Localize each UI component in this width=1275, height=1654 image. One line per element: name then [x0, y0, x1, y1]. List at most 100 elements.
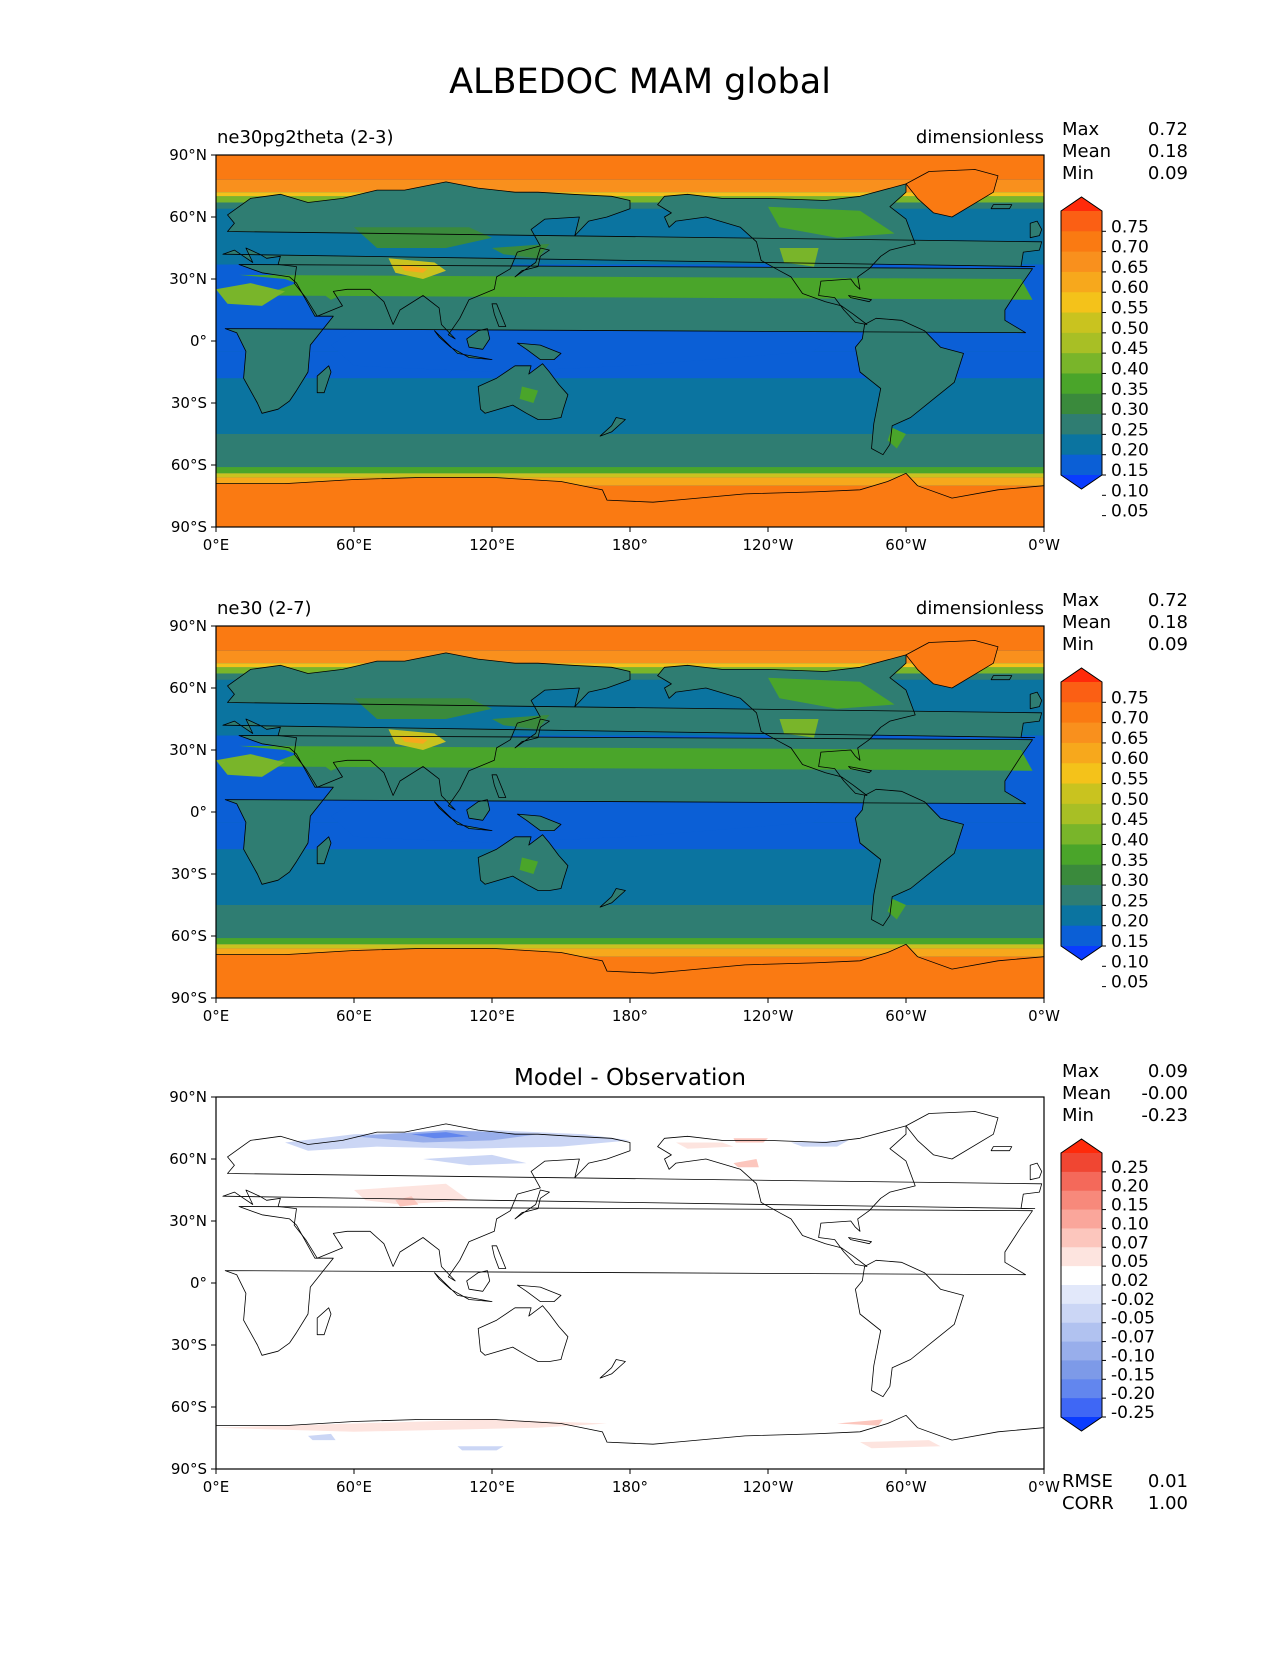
colorbar-segment [1061, 702, 1102, 724]
colorbar-extend-top [1061, 1139, 1102, 1153]
colorbar-tick-label: 0.15 [1111, 1196, 1149, 1216]
coastline-cuba [848, 1237, 872, 1245]
coastline-antarctica [216, 472, 1044, 503]
colorbar-tick-label: 0.10 [1111, 1214, 1149, 1234]
y-tick-label: 30°N [169, 270, 207, 288]
x-tick-label: 0°W [1028, 536, 1060, 554]
colorbar-segment [1061, 1266, 1102, 1286]
y-tick-label: 60°N [169, 1150, 207, 1168]
stat-label: Max [1062, 119, 1100, 140]
stat-value: 1.00 [1148, 1493, 1188, 1514]
stat-value: 0.72 [1148, 119, 1188, 140]
map-panel-3: 0°E 60°E 120°E 180° 120°W 60°W 0°W 90°N 60°N 30°N… [169, 1061, 1188, 1514]
coastline-cuba [848, 295, 872, 303]
x-tick-label: 60°E [336, 536, 372, 554]
coastline-philippines [491, 774, 507, 798]
diff-patch [791, 1140, 849, 1147]
colorbar-segment [1061, 1398, 1102, 1418]
colorbar-segment [1061, 864, 1102, 886]
zonal-band [216, 477, 1044, 486]
colorbar-tick-label: 0.50 [1111, 790, 1149, 810]
colorbar-tick-label: 0.50 [1111, 319, 1149, 339]
land-albedo-patch [519, 857, 538, 874]
land-albedo-patch [239, 274, 1033, 300]
map-field [216, 155, 1044, 527]
y-tick-label: 30°N [169, 1212, 207, 1230]
stat-label: Min [1062, 163, 1094, 184]
panel-right-title: dimensionless [916, 598, 1044, 619]
coastline-eurasia [222, 181, 1043, 340]
x-tick-label: 60°E [336, 1007, 372, 1025]
land-uk [1030, 692, 1042, 709]
stat-value: -0.23 [1141, 1105, 1188, 1126]
coastline-madagascar [316, 836, 332, 865]
x-tick-label: 120°E [469, 536, 515, 554]
diff-patch [837, 1419, 883, 1426]
coastline-namerica [657, 654, 916, 796]
zonal-band [216, 948, 1044, 957]
land-borneo [466, 799, 490, 821]
colorbar-tick-label: 0.30 [1111, 400, 1149, 420]
land-albedo-patch [239, 745, 1033, 771]
coastline-greenland [905, 169, 999, 218]
zonal-band [216, 192, 1044, 197]
coastline-indonesia [434, 801, 493, 831]
land-newguinea [517, 814, 561, 831]
colorbar-segment [1061, 332, 1102, 354]
colorbar-tick-label: 0.60 [1111, 278, 1149, 298]
colorbar-tick-label: -0.02 [1111, 1290, 1155, 1310]
diff-patch [423, 1154, 527, 1166]
land-albedo-patch [768, 677, 895, 709]
stat-label: Mean [1062, 1083, 1111, 1104]
stat-value: 0.01 [1148, 1471, 1188, 1492]
coastline-newguinea [516, 342, 562, 361]
colorbar-segment [1061, 373, 1102, 395]
colorbar-extend-bottom [1061, 946, 1102, 960]
y-tick-label: 0° [190, 803, 207, 821]
colorbar-segment [1061, 1285, 1102, 1305]
y-tick-label: 30°N [169, 741, 207, 759]
land-albedo-patch [779, 719, 819, 738]
stat-value: 0.18 [1148, 141, 1188, 162]
zonal-band [216, 663, 1044, 668]
x-tick-label: 120°W [743, 536, 794, 554]
coastline-greenland [905, 640, 999, 689]
diff-patch [216, 1419, 607, 1432]
land-nz [600, 417, 626, 437]
coastline-greenland [905, 1111, 999, 1160]
colorbar-tick-label: 0.35 [1111, 380, 1149, 400]
zonal-band [216, 626, 1044, 651]
coastline-borneo [466, 799, 491, 821]
colorbar-tick-label: 0.45 [1111, 810, 1149, 830]
coastline-africa [224, 1206, 1033, 1356]
y-tick-label: 90°N [169, 1088, 207, 1106]
land-albedo-patch [216, 283, 285, 306]
coastline-samerica [855, 788, 964, 927]
stat-label: Min [1062, 1105, 1094, 1126]
x-tick-label: 0°W [1028, 1478, 1060, 1496]
stat-label: Mean [1062, 612, 1111, 633]
stat-label: Max [1062, 590, 1100, 611]
colorbar-tick-label: 0.40 [1111, 359, 1149, 379]
figure-title: ALBEDOC MAM global [449, 62, 831, 102]
land-albedo-patch [519, 386, 538, 403]
stat-value: 0.09 [1148, 1061, 1188, 1082]
colorbar-tick-label: 0.02 [1111, 1271, 1149, 1291]
stat-value: -0.00 [1141, 1083, 1188, 1104]
coastline-philippines [491, 1245, 507, 1269]
colorbar-tick-label: 0.20 [1111, 1177, 1149, 1197]
colorbar-segment [1061, 353, 1102, 375]
y-tick-label: 90°S [171, 989, 207, 1007]
x-tick-label: 60°W [885, 1478, 927, 1496]
colorbar-segment [1061, 1360, 1102, 1380]
zonal-band [216, 905, 1044, 939]
x-tick-label: 180° [612, 536, 648, 554]
land-albedo-patch [887, 898, 906, 920]
colorbar-segment [1061, 1379, 1102, 1399]
coastline-indonesia [434, 1272, 493, 1302]
coastline-iceland [990, 675, 1013, 681]
colorbar-segment [1061, 454, 1102, 476]
zonal-band [216, 196, 1044, 203]
coastline-japan [514, 247, 550, 278]
